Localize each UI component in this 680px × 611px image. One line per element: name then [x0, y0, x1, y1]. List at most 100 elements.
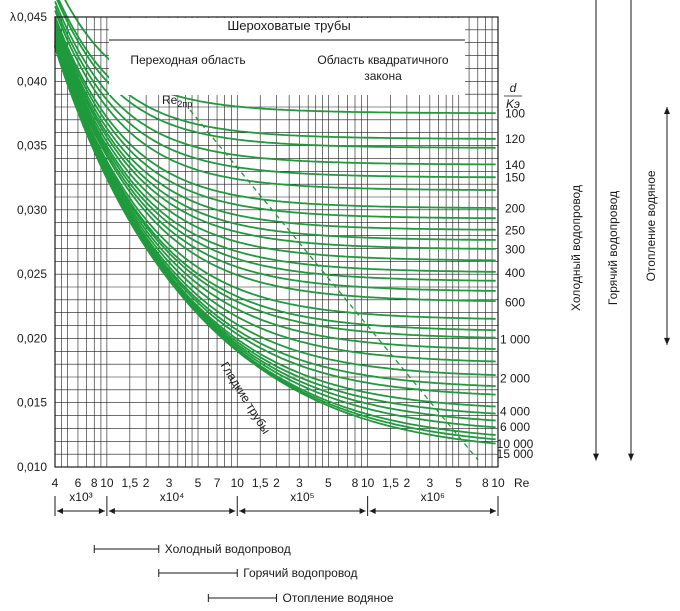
side-range-label: Холодный водопровод [569, 185, 583, 311]
bottom-range-label: Отопление водяное [283, 591, 394, 605]
x-tick-label: 8 [352, 476, 359, 490]
region-transition-label: Переходная область [130, 53, 245, 67]
series-label: 6 000 [500, 420, 530, 434]
x-tick-label: 1,5 [121, 476, 138, 490]
x-tick-label: 2 [143, 476, 150, 490]
y-tick-label: 0,020 [17, 331, 47, 345]
x-tick-label: 7 [214, 476, 221, 490]
side-range-arrow [664, 107, 670, 114]
side-range-label: Горячий водопровод [606, 191, 620, 305]
friction-curve [54, 40, 496, 332]
series-label: 150 [505, 171, 525, 185]
friction-curve [54, 15, 496, 209]
x-tick-label: 5 [455, 476, 462, 490]
decade-arrow-head-right [359, 508, 366, 514]
friction-curve [54, 36, 496, 303]
series-label: 300 [505, 243, 525, 257]
friction-curve [54, 38, 496, 320]
x-tick-label: 1,5 [382, 476, 399, 490]
region-quadratic-label-line2: закона [364, 69, 402, 83]
friction-curve [54, 34, 496, 292]
x-tick-label: 3 [296, 476, 303, 490]
re2-main: Re [162, 93, 178, 107]
decade-arrow-head-left [239, 508, 246, 514]
series-label: 400 [505, 266, 525, 280]
decade-multiplier-label: x10⁵ [290, 490, 314, 504]
bottom-range-label: Холодный водопровод [165, 542, 291, 556]
y-tick-label: 0,040 [17, 74, 47, 88]
y-axis-ticks: 0,045 0,040 0,035 0,030 0,025 0,020 0,015 0,010 [17, 10, 47, 474]
y-tick-label: 0,010 [17, 460, 47, 474]
decade-arrow-head-left [369, 508, 376, 514]
series-label: 10 000 [497, 437, 534, 451]
friction-curve [54, 33, 496, 282]
bottom-range-label: Горячий водопровод [243, 566, 357, 580]
series-label: 200 [505, 202, 525, 216]
friction-curve [54, 24, 496, 241]
header-box [109, 18, 465, 95]
side-range-label: Отопление водяное [644, 170, 658, 281]
series-label: 600 [505, 295, 525, 309]
friction-curve [54, 46, 496, 441]
friction-curve [54, 26, 496, 250]
x-tick-label: 5 [325, 476, 332, 490]
friction-curve [54, 10, 496, 192]
y-axis-symbol: λ [10, 10, 16, 24]
friction-curve [54, 40, 496, 339]
y-tick-label: 0,015 [17, 396, 47, 410]
decade-multiplier-label: x10⁴ [160, 490, 185, 504]
x-tick-label: 10 [491, 476, 505, 490]
x-tick-label: 10 [231, 476, 245, 490]
decade-arrow-head-right [229, 508, 236, 514]
friction-curve [54, 5, 496, 179]
friction-curve [54, 18, 496, 220]
friction-curve [54, 1, 496, 166]
x-tick-label: 3 [426, 476, 433, 490]
side-range-arrow [664, 337, 670, 345]
decade-arrow-head-left [108, 508, 115, 514]
x-axis-symbol: Re [514, 476, 530, 490]
friction-curve [54, 41, 496, 350]
x-tick-label: 5 [195, 476, 202, 490]
x-tick-label: 1,5 [252, 476, 269, 490]
x-tick-label: 2 [404, 476, 411, 490]
x-tick-label: 3 [166, 476, 173, 490]
series-label: 140 [505, 158, 525, 172]
x-tick-label: 8 [482, 476, 489, 490]
x-tick-label: 10 [100, 476, 114, 490]
friction-curve [54, 29, 496, 262]
friction-curve [54, 43, 496, 376]
friction-curve [54, 22, 496, 231]
y-tick-label: 0,030 [17, 203, 47, 217]
series-label: 15 000 [497, 447, 534, 461]
friction-curve [54, 31, 496, 273]
friction-curve [54, 45, 496, 396]
y-tick-label: 0,025 [17, 267, 47, 281]
series-label: 120 [505, 132, 525, 146]
series-label: 250 [505, 223, 525, 237]
x-axis-ticks: 4 6 8 10 1,5 2 3 5 7 10 1,5 2 3 5 8 10 1,5 2 3 5 8 10 [52, 476, 505, 490]
re2-subscript: 2пр [177, 99, 192, 109]
header-title: Шероховатые трубы [227, 18, 350, 33]
x-tick-label: 6 [75, 476, 82, 490]
side-range-arrow [628, 453, 634, 461]
side-ranges: Холодный водопровод Горячий водопровод Ото… [569, 0, 670, 461]
ratio-numerator: d [510, 81, 517, 95]
re2-boundary-line [189, 109, 479, 461]
region-quadratic-label: Область квадратичного [317, 53, 449, 67]
series-label: 1 000 [500, 333, 530, 347]
y-tick-label: 0,035 [17, 139, 47, 153]
side-range-arrow [593, 453, 599, 461]
ratio-denominator: Kэ [506, 97, 520, 111]
decade-multiplier-label: x10³ [69, 490, 92, 504]
bottom-ranges: Холодный водопровод Горячий водопровод Ото… [93, 542, 394, 605]
plot-frame [54, 16, 499, 468]
series-label: 4 000 [500, 405, 530, 419]
decade-multiplier-label: x10⁶ [421, 490, 445, 504]
friction-curve [56, 0, 496, 149]
x-tick-label: 10 [361, 476, 375, 490]
re2-label: Re2пр [162, 93, 192, 109]
friction-curve [54, 43, 496, 363]
